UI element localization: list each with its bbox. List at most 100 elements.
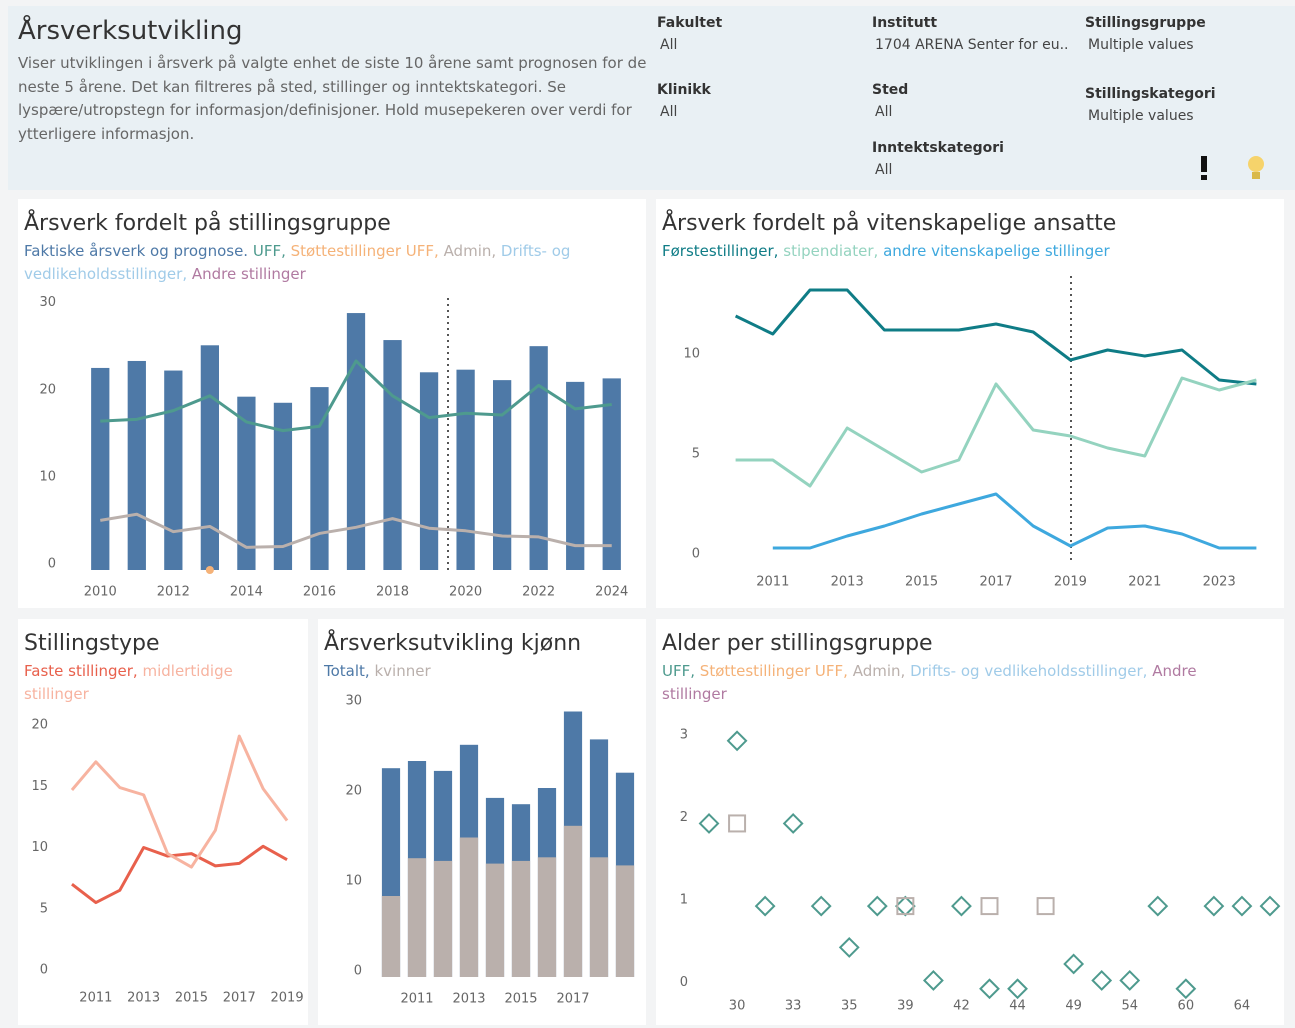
- filter-label: Klinikk: [657, 82, 711, 98]
- diamond-point: [1147, 895, 1169, 917]
- x-tick-label: 2014: [230, 585, 263, 600]
- x-tick-label: 60: [1178, 999, 1195, 1014]
- y-tick-label: 30: [345, 694, 362, 709]
- y-tick-label: 5: [40, 901, 48, 916]
- diamond-point: [1063, 953, 1085, 975]
- x-tick-label: 64: [1234, 999, 1251, 1014]
- bar: [566, 381, 585, 570]
- filter-label: Stillingsgruppe: [1085, 15, 1206, 31]
- diamond-point: [698, 813, 720, 834]
- header: [8, 6, 1295, 190]
- diamond-point: [838, 936, 860, 958]
- y-tick-label: 0: [40, 963, 48, 978]
- bulb-icon[interactable]: [1252, 172, 1260, 179]
- chart-title: Stillingstype: [24, 631, 160, 656]
- point: [205, 566, 214, 574]
- y-tick-label: 0: [680, 975, 688, 990]
- y-tick-label: 20: [39, 382, 56, 397]
- bar: [419, 372, 439, 570]
- x-tick-label: 2020: [449, 585, 482, 600]
- y-tick-label: 2: [680, 810, 688, 825]
- filter-value[interactable]: Multiple values: [1088, 108, 1194, 124]
- legend-entry: Støttestillinger UFF,: [699, 662, 848, 680]
- diamond-point: [894, 895, 916, 917]
- x-tick-label: 54: [1121, 999, 1138, 1014]
- filter-value[interactable]: All: [660, 37, 678, 53]
- bar: [485, 863, 505, 977]
- bulb-icon[interactable]: [1248, 156, 1264, 172]
- x-tick-label: 2024: [595, 585, 628, 600]
- legend-entry: Støttestillinger UFF,: [290, 242, 439, 260]
- square-point: [896, 897, 915, 916]
- diamond-point: [782, 813, 804, 834]
- panel: [656, 619, 1284, 1025]
- panel: [656, 199, 1284, 608]
- y-tick-label: 10: [345, 874, 362, 889]
- bar: [381, 896, 401, 977]
- diamond-point: [951, 895, 972, 917]
- x-tick-label: 2017: [556, 992, 589, 1007]
- y-tick-label: 20: [31, 718, 48, 733]
- x-tick-label: 42: [953, 999, 970, 1014]
- y-tick-label: 15: [31, 779, 48, 794]
- filter-value[interactable]: Multiple values: [1088, 37, 1194, 53]
- chart-title: Alder per stillingsgruppe: [662, 631, 933, 656]
- x-tick-label: 2011: [400, 992, 433, 1007]
- filter-value[interactable]: All: [875, 104, 893, 120]
- x-tick-label: 49: [1065, 999, 1082, 1014]
- x-tick-label: 2015: [175, 991, 208, 1006]
- diamond-point: [1203, 895, 1225, 917]
- legend: Faktiske årsverk og prognose. UFF, Støtt…: [24, 240, 624, 286]
- info-icon[interactable]: [1201, 175, 1207, 180]
- x-tick-label: 33: [785, 999, 802, 1014]
- x-tick-label: 2013: [127, 991, 160, 1006]
- legend-entry: Admin,: [852, 662, 906, 680]
- x-tick-label: 2017: [979, 575, 1012, 590]
- legend-entry: Førstestillinger,: [662, 242, 779, 260]
- x-tick-label: 2016: [303, 585, 336, 600]
- diamond-point: [922, 970, 944, 991]
- bar: [511, 860, 531, 977]
- bar: [310, 387, 329, 570]
- legend-entry: Andre stillinger: [191, 265, 306, 283]
- x-tick-label: 2013: [831, 575, 864, 590]
- x-tick-label: 2015: [905, 575, 938, 590]
- x-tick-label: 2017: [223, 991, 256, 1006]
- chart-title: Årsverk fordelt på vitenskapelige ansatt…: [662, 211, 1117, 236]
- y-tick-label: 3: [680, 727, 688, 742]
- line: [735, 376, 1257, 488]
- bar: [529, 346, 548, 570]
- y-tick-label: 0: [48, 557, 56, 572]
- description: Viser utviklingen i årsverk på valgte en…: [18, 54, 647, 143]
- y-tick-label: 10: [683, 347, 700, 362]
- bar: [127, 360, 146, 570]
- x-tick-label: 2012: [157, 585, 190, 600]
- y-tick-label: 10: [31, 840, 48, 855]
- info-icon[interactable]: [1201, 156, 1207, 172]
- filter-value[interactable]: All: [875, 162, 893, 178]
- bar: [433, 860, 453, 977]
- y-tick-label: 5: [692, 447, 700, 462]
- legend: UFF, Støttestillinger UFF, Admin, Drifts…: [662, 660, 1262, 706]
- filter-value[interactable]: All: [660, 104, 678, 120]
- square-point: [728, 814, 747, 833]
- x-tick-label: 44: [1009, 999, 1026, 1014]
- bar: [602, 378, 621, 570]
- legend-entry: Andre stillinger: [662, 662, 1197, 703]
- filter-value[interactable]: 1704 ARENA Senter for eu..: [875, 37, 1069, 53]
- y-tick-label: 0: [354, 964, 362, 979]
- x-tick-label: 2011: [756, 575, 789, 590]
- line: [71, 844, 288, 905]
- filter-label: Institutt: [872, 15, 938, 31]
- x-tick-label: 2015: [504, 992, 537, 1007]
- y-tick-label: 20: [345, 784, 362, 799]
- y-tick-label: 1: [680, 893, 688, 908]
- line: [734, 288, 1257, 386]
- diamond-point: [866, 895, 888, 917]
- x-tick-label: 35: [841, 999, 858, 1014]
- filter-label: Sted: [872, 82, 909, 98]
- bar: [346, 313, 366, 570]
- filter-label: Inntektskategori: [872, 140, 1004, 156]
- x-tick-label: 39: [897, 999, 914, 1014]
